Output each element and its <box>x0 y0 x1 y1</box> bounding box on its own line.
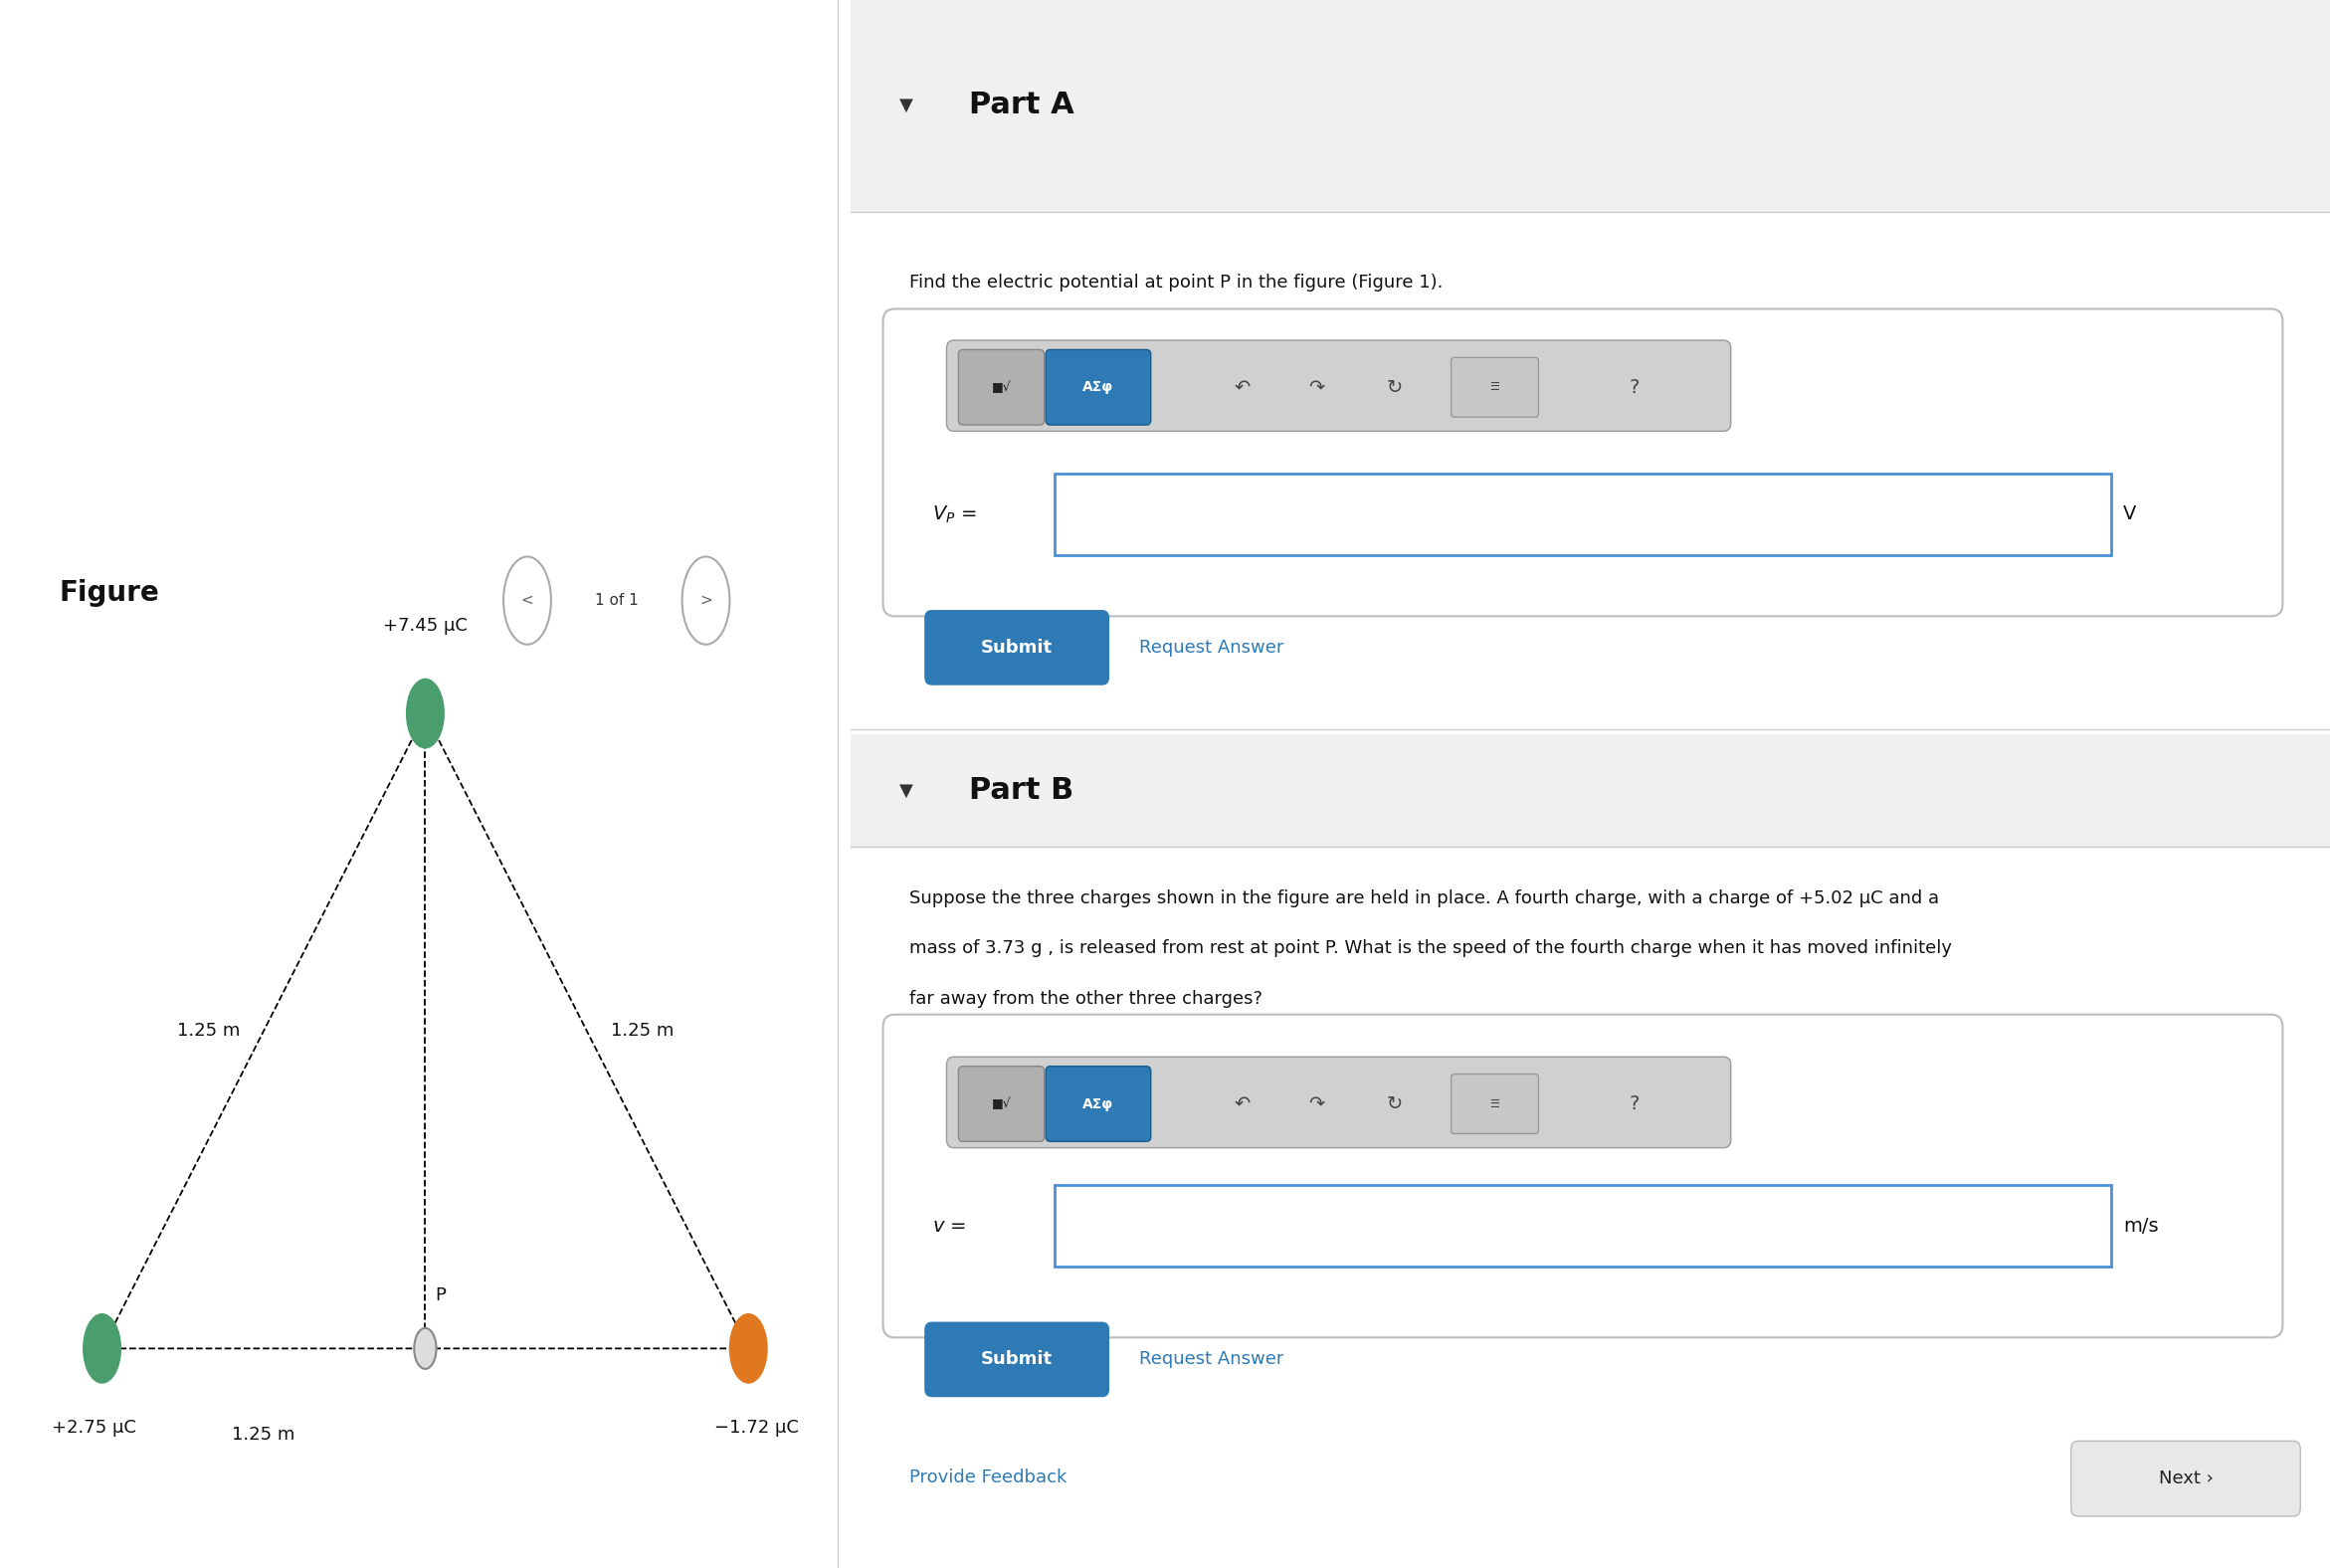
FancyBboxPatch shape <box>925 1322 1109 1397</box>
FancyBboxPatch shape <box>946 1057 1731 1148</box>
Text: P: P <box>436 1287 447 1305</box>
FancyBboxPatch shape <box>883 1014 2283 1338</box>
Text: AΣφ: AΣφ <box>1081 381 1114 394</box>
Text: ☰: ☰ <box>1489 1099 1498 1109</box>
FancyBboxPatch shape <box>946 340 1731 431</box>
Text: Find the electric potential at point P in the figure (Figure 1).: Find the electric potential at point P i… <box>909 273 1442 292</box>
FancyBboxPatch shape <box>1046 1066 1151 1142</box>
Text: ▼: ▼ <box>899 96 913 114</box>
Text: Next ›: Next › <box>2158 1469 2213 1488</box>
FancyBboxPatch shape <box>925 610 1109 685</box>
Circle shape <box>415 1328 436 1369</box>
Text: −1.72 μC: −1.72 μC <box>715 1419 799 1436</box>
FancyBboxPatch shape <box>883 309 2283 616</box>
FancyBboxPatch shape <box>850 0 2330 212</box>
FancyBboxPatch shape <box>2071 1441 2300 1516</box>
FancyBboxPatch shape <box>1046 350 1151 425</box>
Text: >: > <box>699 593 713 608</box>
Text: m/s: m/s <box>2123 1217 2158 1236</box>
Text: ?: ? <box>1629 378 1640 397</box>
Text: ■√: ■√ <box>993 1098 1011 1110</box>
Text: Part A: Part A <box>969 91 1074 119</box>
Text: ↻: ↻ <box>1386 378 1403 397</box>
Text: ↻: ↻ <box>1386 1094 1403 1113</box>
Text: ↷: ↷ <box>1309 1094 1326 1113</box>
FancyBboxPatch shape <box>1452 358 1538 417</box>
Text: +2.75 μC: +2.75 μC <box>51 1419 135 1436</box>
Text: far away from the other three charges?: far away from the other three charges? <box>909 989 1263 1008</box>
Text: $v$ =: $v$ = <box>932 1217 965 1236</box>
Text: $V_P$ =: $V_P$ = <box>932 503 976 525</box>
Text: ↶: ↶ <box>1235 1094 1251 1113</box>
Text: mass of 3.73 g , is released from rest at point P. What is the speed of the four: mass of 3.73 g , is released from rest a… <box>909 939 1953 958</box>
Circle shape <box>405 679 445 748</box>
Text: 1.25 m: 1.25 m <box>177 1022 240 1040</box>
Circle shape <box>84 1314 121 1383</box>
Text: ■√: ■√ <box>993 381 1011 394</box>
Text: <: < <box>522 593 534 608</box>
Text: Request Answer: Request Answer <box>1139 638 1284 657</box>
Text: Submit: Submit <box>981 638 1053 657</box>
FancyBboxPatch shape <box>1452 1074 1538 1134</box>
Text: Figure: Figure <box>61 579 161 607</box>
Text: ▼: ▼ <box>899 781 913 800</box>
Text: ↷: ↷ <box>1309 378 1326 397</box>
Text: Part B: Part B <box>969 776 1074 804</box>
Circle shape <box>729 1314 767 1383</box>
FancyBboxPatch shape <box>1055 474 2111 555</box>
Text: 1.25 m: 1.25 m <box>610 1022 673 1040</box>
Text: Provide Feedback: Provide Feedback <box>909 1468 1067 1486</box>
Text: ?: ? <box>1629 1094 1640 1113</box>
Text: 1.25 m: 1.25 m <box>233 1425 296 1444</box>
Text: Submit: Submit <box>981 1350 1053 1369</box>
Text: ↶: ↶ <box>1235 378 1251 397</box>
Text: 1 of 1: 1 of 1 <box>594 593 638 608</box>
Text: +7.45 μC: +7.45 μC <box>382 618 468 635</box>
FancyBboxPatch shape <box>958 1066 1044 1142</box>
Text: Request Answer: Request Answer <box>1139 1350 1284 1369</box>
Text: V: V <box>2123 505 2137 524</box>
FancyBboxPatch shape <box>850 734 2330 847</box>
Text: ☰: ☰ <box>1489 383 1498 392</box>
FancyBboxPatch shape <box>1055 1185 2111 1267</box>
Text: Suppose the three charges shown in the figure are held in place. A fourth charge: Suppose the three charges shown in the f… <box>909 889 1939 908</box>
Text: AΣφ: AΣφ <box>1081 1098 1114 1110</box>
FancyBboxPatch shape <box>958 350 1044 425</box>
